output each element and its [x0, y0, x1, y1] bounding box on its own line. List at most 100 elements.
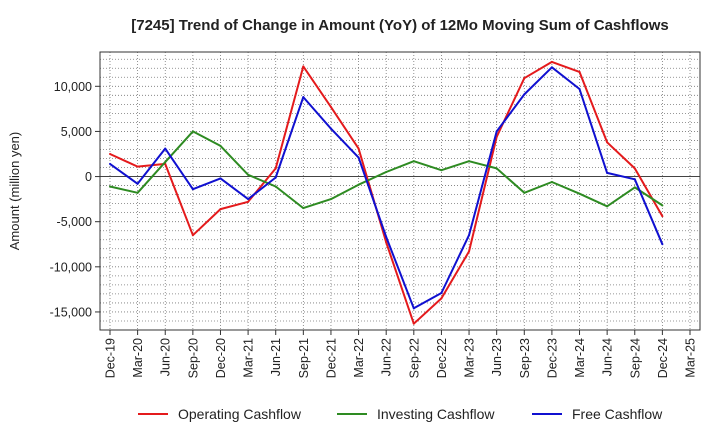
investing-cashflow-point: [440, 169, 443, 172]
x-tick-label: Dec-24: [656, 338, 670, 378]
investing-cashflow-point: [302, 207, 305, 210]
x-tick-label: Dec-19: [104, 338, 118, 378]
free-cashflow-point: [661, 243, 664, 246]
investing-cashflow-point: [385, 171, 388, 174]
y-axis-label: Amount (million yen): [7, 132, 22, 251]
operating-cashflow-point: [523, 77, 526, 80]
x-tick-label: Mar-23: [463, 338, 477, 378]
operating-cashflow-point: [191, 234, 194, 237]
operating-cashflow-point: [329, 106, 332, 109]
x-tick-label: Mar-22: [352, 338, 366, 378]
investing-cashflow-point: [523, 191, 526, 194]
x-tick-label: Sep-24: [628, 338, 642, 378]
x-tick-label: Jun-22: [380, 338, 394, 376]
investing-cashflow-point: [606, 205, 609, 208]
x-tick-label: Sep-23: [518, 338, 532, 378]
operating-cashflow-point: [633, 167, 636, 170]
free-cashflow-point: [412, 307, 415, 310]
operating-cashflow-point: [247, 200, 250, 203]
x-tick-label: Dec-22: [435, 338, 449, 378]
investing-cashflow-point: [661, 204, 664, 207]
investing-cashflow-point: [191, 130, 194, 133]
free-cashflow-point: [468, 234, 471, 237]
legend: Operating Cashflow Investing Cashflow Free…: [138, 406, 663, 422]
investing-cashflow-point: [136, 191, 139, 194]
free-cashflow-point: [440, 291, 443, 294]
free-cashflow-point: [385, 236, 388, 239]
operating-cashflow-point: [357, 147, 360, 150]
free-cashflow-point: [302, 96, 305, 99]
free-cashflow-point: [191, 188, 194, 191]
investing-cashflow-point: [578, 192, 581, 195]
operating-cashflow-point: [109, 152, 111, 155]
investing-cashflow-point: [247, 173, 250, 176]
investing-cashflow-point: [468, 160, 471, 163]
investing-cashflow-point: [219, 144, 222, 147]
investing-cashflow-point: [274, 185, 277, 188]
free-cashflow-point: [109, 162, 111, 165]
plot-frame: [99, 51, 701, 331]
operating-cashflow-legend-label: Operating Cashflow: [178, 406, 302, 422]
x-tick-label: Sep-22: [407, 338, 421, 378]
y-tick-label: 5,000: [61, 125, 92, 139]
grid: [100, 52, 700, 331]
x-tick-label: Mar-25: [684, 338, 698, 378]
operating-cashflow-point: [550, 60, 553, 63]
free-cashflow-point: [523, 93, 526, 96]
y-tick-label: -15,000: [50, 305, 92, 319]
free-cashflow-point: [247, 198, 250, 201]
operating-cashflow-point: [412, 322, 415, 325]
x-tick-label: Mar-21: [242, 338, 256, 378]
free-cashflow-point: [136, 182, 139, 185]
x-tick-label: Jun-24: [601, 338, 615, 376]
operating-cashflow-point: [606, 141, 609, 144]
free-cashflow-point: [633, 178, 636, 181]
y-tick-label: 10,000: [54, 80, 92, 94]
investing-cashflow-point: [412, 160, 415, 163]
free-cashflow-point: [219, 177, 222, 180]
operating-cashflow-point: [661, 215, 664, 218]
free-cashflow-point: [550, 66, 553, 69]
free-cashflow-point: [274, 176, 277, 179]
operating-cashflow-point: [136, 165, 139, 168]
series-lines: [109, 60, 664, 325]
x-tick-label: Dec-21: [324, 338, 338, 378]
investing-cashflow-point: [633, 186, 636, 189]
investing-cashflow-point: [357, 183, 360, 186]
investing-cashflow-point: [550, 180, 553, 183]
operating-cashflow-point: [302, 65, 305, 68]
x-tick-label: Jun-21: [269, 338, 283, 376]
operating-cashflow-point: [219, 208, 222, 211]
operating-cashflow-point: [468, 250, 471, 253]
investing-cashflow-point: [164, 161, 167, 164]
x-tick-label: Mar-20: [131, 338, 145, 378]
x-tick-label: Dec-20: [214, 338, 228, 378]
free-cashflow-point: [578, 88, 581, 91]
free-cashflow-point: [329, 127, 332, 130]
axes: 10,000 5,000 0 -5,000 -10,000 -15,000 Dec-19 Ma…: [50, 51, 701, 378]
y-tick-label: 0: [85, 170, 92, 184]
investing-cashflow-point: [495, 167, 498, 170]
operating-cashflow-point: [274, 167, 277, 170]
free-cashflow-point: [357, 156, 360, 159]
free-cashflow-point: [495, 130, 498, 133]
x-tick-label: Mar-24: [573, 338, 587, 378]
x-tick-label: Jun-23: [490, 338, 504, 376]
free-cashflow-point: [164, 147, 167, 150]
y-tick-label: -10,000: [50, 260, 92, 274]
investing-cashflow-point: [329, 198, 332, 201]
investing-cashflow-legend-label: Investing Cashflow: [377, 406, 495, 422]
x-tick-label: Sep-20: [186, 338, 200, 378]
operating-cashflow-point: [385, 241, 388, 244]
free-cashflow-point: [606, 171, 609, 174]
operating-cashflow-point: [440, 297, 443, 300]
investing-cashflow-point: [109, 185, 111, 188]
operating-cashflow-point: [578, 70, 581, 73]
free-cashflow-legend-label: Free Cashflow: [572, 406, 663, 422]
x-tick-label: Jun-20: [159, 338, 173, 376]
y-tick-label: -5,000: [57, 215, 92, 229]
chart-title: [7245] Trend of Change in Amount (YoY) o…: [131, 17, 669, 34]
x-tick-label: Dec-23: [545, 338, 559, 378]
x-tick-label: Sep-21: [297, 338, 311, 378]
